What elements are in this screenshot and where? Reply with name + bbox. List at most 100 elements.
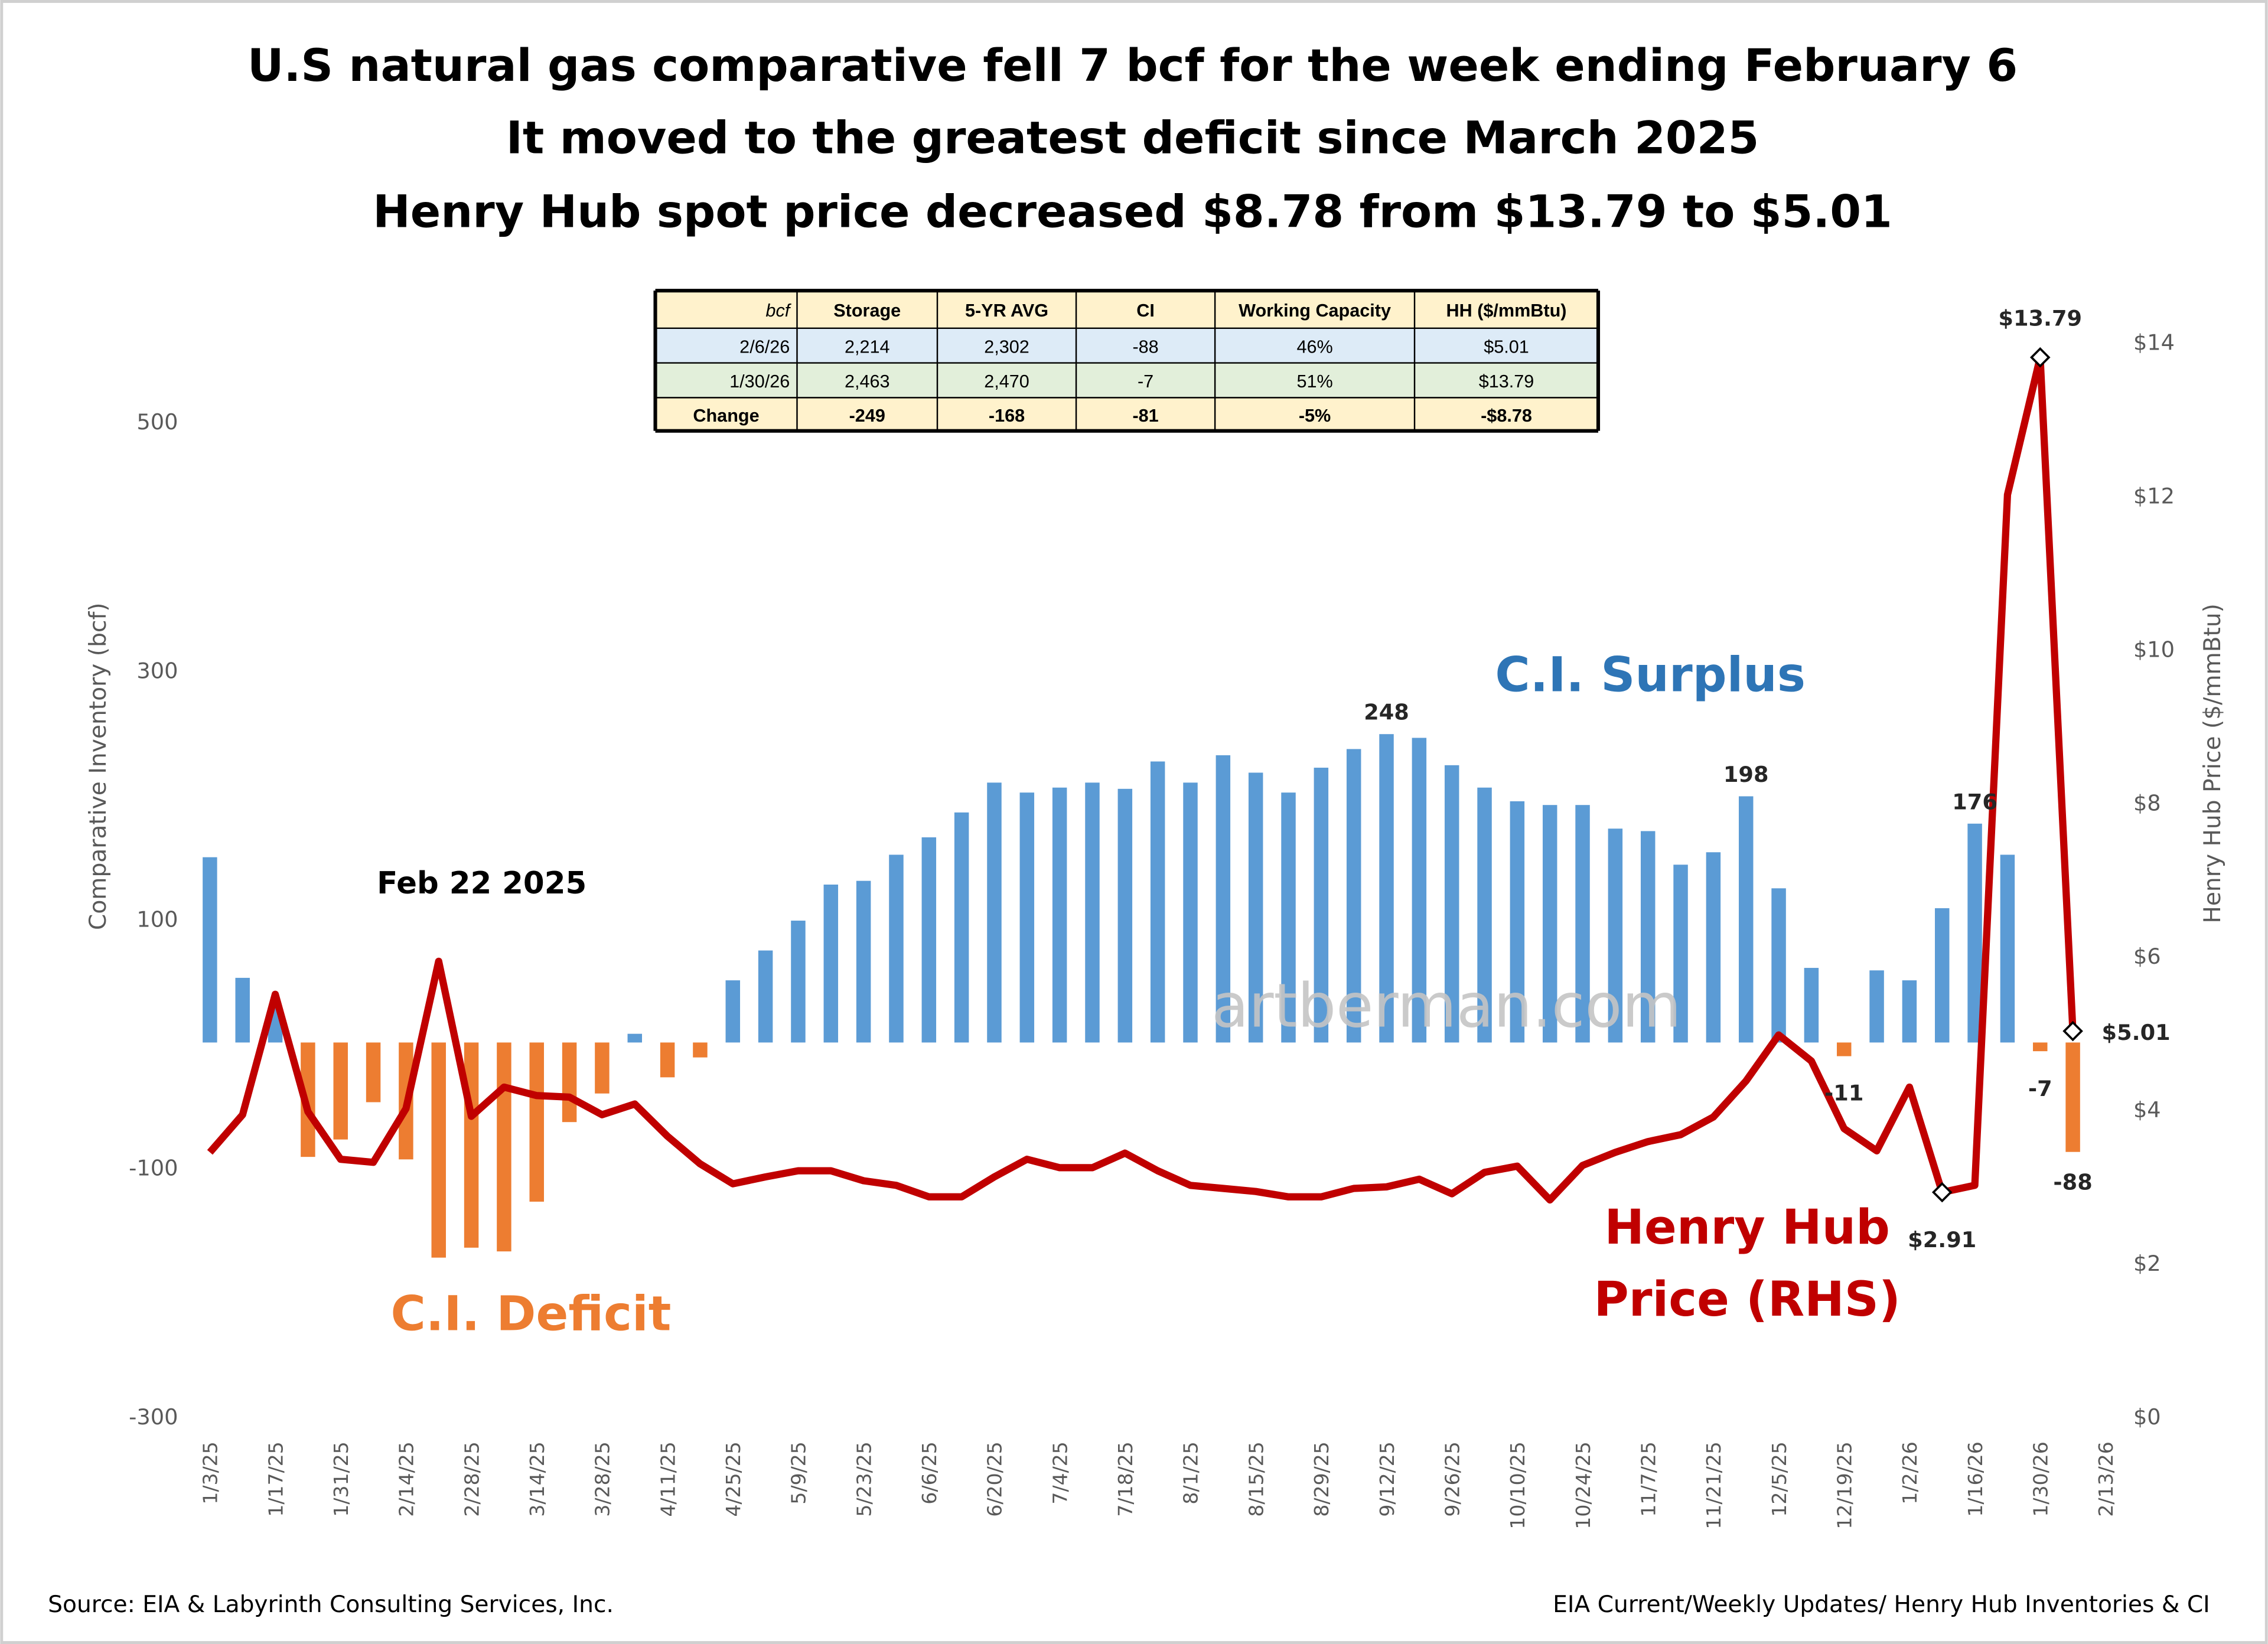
bar-12/12/25 — [1804, 968, 1819, 1043]
bar-7/18/25 — [1117, 788, 1133, 1043]
x-tick: 8/15/25 — [1244, 1441, 1267, 1516]
bar-5/9/25 — [791, 921, 806, 1043]
bar-9/12/25 — [1379, 734, 1394, 1043]
y-tick: 300 — [136, 658, 178, 683]
x-tick: 2/13/26 — [2094, 1441, 2117, 1516]
table-cell: -88 — [1132, 337, 1158, 357]
bar-6/20/25 — [987, 782, 1002, 1043]
bar-10/3/25 — [1477, 787, 1492, 1043]
price-marker — [2062, 1020, 2083, 1042]
price-point-11/14/25 — [1677, 1131, 1684, 1138]
x-tick: 5/9/25 — [787, 1441, 810, 1504]
bar-3/28/25 — [595, 1042, 610, 1094]
bar-1/3/25 — [203, 857, 217, 1043]
bar-11/21/25 — [1706, 852, 1721, 1043]
x-tick: 4/11/25 — [656, 1441, 679, 1516]
table-cell: Change — [693, 406, 759, 426]
price-point-5/16/25 — [827, 1167, 835, 1174]
bar-12/19/25 — [1836, 1042, 1852, 1056]
bar-data-label: -7 — [2028, 1076, 2052, 1101]
y-tick: -100 — [129, 1156, 178, 1181]
price-point-8/29/25 — [1318, 1193, 1325, 1201]
price-point-1/2/26 — [1906, 1084, 1913, 1091]
bar-8/8/25 — [1216, 755, 1231, 1043]
price-point-1/3/25 — [206, 1149, 213, 1156]
bar-9/19/25 — [1412, 738, 1427, 1043]
x-tick: 1/3/25 — [199, 1441, 222, 1504]
price-point-7/4/25 — [1056, 1164, 1063, 1171]
bar-1/23/26 — [2000, 854, 2015, 1043]
price-point-3/28/25 — [598, 1111, 605, 1118]
table-cell: 2/6/26 — [739, 337, 790, 357]
price-point-10/24/25 — [1579, 1162, 1586, 1169]
price-point-2/28/25 — [468, 1113, 475, 1120]
price-point-8/22/25 — [1285, 1193, 1292, 1201]
x-tick: 11/7/25 — [1637, 1441, 1660, 1516]
bar-8/1/25 — [1183, 782, 1198, 1043]
price-point-6/13/25 — [958, 1193, 965, 1201]
y2-tick: $2 — [2133, 1251, 2161, 1276]
price-point-3/14/25 — [533, 1092, 540, 1099]
table-cell: -$8.78 — [1481, 406, 1532, 426]
price-data-label: $5.01 — [2102, 1020, 2171, 1045]
table-header-cell: 5-YR AVG — [965, 301, 1048, 321]
price-point-9/19/25 — [1416, 1176, 1423, 1183]
x-tick: 8/29/25 — [1310, 1441, 1333, 1516]
annotation-surplus: C.I. Surplus — [1495, 647, 1806, 703]
bar-5/16/25 — [823, 884, 839, 1043]
price-point-4/25/25 — [729, 1180, 737, 1188]
bar-2/7/25 — [366, 1042, 381, 1102]
bar-4/11/25 — [660, 1042, 675, 1078]
price-point-2/14/25 — [402, 1105, 409, 1112]
bar-6/27/25 — [1019, 792, 1035, 1043]
table-cell: 1/30/26 — [729, 371, 790, 392]
bar-2/21/25 — [431, 1042, 446, 1258]
price-point-8/8/25 — [1220, 1185, 1227, 1192]
y2-tick: $12 — [2133, 483, 2175, 508]
price-point-4/4/25 — [631, 1100, 638, 1107]
price-point-1/10/25 — [239, 1111, 246, 1118]
bar-4/18/25 — [693, 1042, 708, 1058]
table-cell: -168 — [989, 406, 1025, 426]
price-point-11/7/25 — [1644, 1138, 1651, 1145]
bar-12/5/25 — [1771, 888, 1786, 1043]
x-tick: 10/24/25 — [1572, 1441, 1595, 1529]
bar-6/13/25 — [954, 812, 969, 1043]
x-tick: 11/21/25 — [1702, 1441, 1725, 1529]
bar-9/26/25 — [1444, 765, 1459, 1043]
price-point-1/17/25 — [272, 991, 279, 998]
henry-hub-price-line — [207, 354, 2077, 1204]
bar-7/25/25 — [1150, 761, 1165, 1043]
y-tick: 100 — [136, 907, 178, 932]
table-row-bg — [655, 397, 1598, 431]
bar-8/29/25 — [1314, 768, 1329, 1043]
bar-5/23/25 — [856, 880, 871, 1043]
bar-6/6/25 — [921, 837, 937, 1043]
price-point-2/21/25 — [435, 958, 442, 965]
bar-1/9/26 — [1935, 908, 1950, 1043]
x-tick: 2/28/25 — [460, 1441, 483, 1516]
x-tick: 12/19/25 — [1833, 1441, 1856, 1529]
bar-data-label: 176 — [1952, 789, 1997, 814]
price-point-9/26/25 — [1448, 1190, 1455, 1197]
x-tick: 5/23/25 — [852, 1441, 875, 1516]
table-cell: 2,470 — [984, 371, 1029, 392]
annotation-hh-line2: Price (RHS) — [1594, 1272, 1900, 1327]
bar-5/30/25 — [889, 854, 904, 1043]
bar-1/30/26 — [2033, 1042, 2048, 1052]
x-tick: 4/25/25 — [722, 1441, 745, 1516]
price-data-label: $13.79 — [1998, 305, 2082, 331]
bar-7/11/25 — [1085, 782, 1100, 1043]
bar-4/25/25 — [725, 980, 741, 1043]
price-point-3/21/25 — [566, 1094, 573, 1101]
x-tick: 7/4/25 — [1048, 1441, 1071, 1504]
price-marker — [1931, 1182, 1953, 1203]
bar-8/15/25 — [1248, 772, 1263, 1043]
table-cell: -5% — [1299, 406, 1331, 426]
table-header-cell: Storage — [833, 301, 901, 321]
bar-12/26/25 — [1869, 970, 1884, 1043]
table-cell: -81 — [1132, 406, 1158, 426]
x-tick: 3/14/25 — [526, 1441, 549, 1516]
y2-tick: $4 — [2133, 1097, 2161, 1123]
